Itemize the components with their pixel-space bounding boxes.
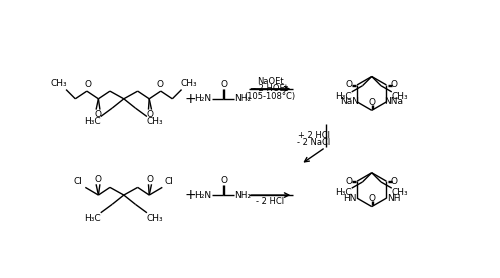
Text: CH₃: CH₃ xyxy=(391,188,408,197)
Text: H₃C: H₃C xyxy=(335,92,351,101)
Text: O: O xyxy=(156,80,164,90)
Text: NaN: NaN xyxy=(340,97,359,106)
Text: O: O xyxy=(146,175,154,184)
Text: NNa: NNa xyxy=(384,97,404,106)
Text: H₂N: H₂N xyxy=(194,94,212,103)
Text: CH₃: CH₃ xyxy=(146,214,163,223)
Text: CH₃: CH₃ xyxy=(146,117,163,126)
Text: +: + xyxy=(185,92,196,106)
Text: CH₃: CH₃ xyxy=(180,79,197,88)
Text: - 2 HOEt: - 2 HOEt xyxy=(252,84,288,93)
Text: NH₂: NH₂ xyxy=(234,94,252,103)
Text: O: O xyxy=(390,80,398,90)
Text: CH₃: CH₃ xyxy=(391,92,408,101)
Text: O: O xyxy=(84,80,91,90)
Text: NH₂: NH₂ xyxy=(234,190,252,200)
Text: O: O xyxy=(146,110,154,119)
Text: - 2 HCl: - 2 HCl xyxy=(256,197,284,206)
Text: (105-108°C): (105-108°C) xyxy=(244,92,296,101)
Text: - 2 NaCl: - 2 NaCl xyxy=(298,138,330,147)
Text: + 2 HCl: + 2 HCl xyxy=(298,130,330,140)
Text: NH: NH xyxy=(388,194,401,203)
Text: O: O xyxy=(220,80,227,89)
Text: H₃C: H₃C xyxy=(84,117,100,126)
Text: H₃C: H₃C xyxy=(84,214,100,223)
Text: O: O xyxy=(368,98,375,107)
Text: O: O xyxy=(346,177,353,186)
Text: H₃C: H₃C xyxy=(335,188,351,197)
Text: +: + xyxy=(185,188,196,202)
Text: O: O xyxy=(390,177,398,186)
Text: HN: HN xyxy=(342,194,356,203)
Text: O: O xyxy=(220,176,227,185)
Text: CH₃: CH₃ xyxy=(51,79,68,88)
Text: O: O xyxy=(94,110,101,119)
Text: Cl: Cl xyxy=(74,177,83,186)
Text: NaOEt: NaOEt xyxy=(257,77,283,86)
Text: Cl: Cl xyxy=(165,177,173,186)
Text: O: O xyxy=(368,194,375,203)
Text: O: O xyxy=(94,175,101,184)
Text: H₂N: H₂N xyxy=(194,190,212,200)
Text: O: O xyxy=(346,80,353,90)
